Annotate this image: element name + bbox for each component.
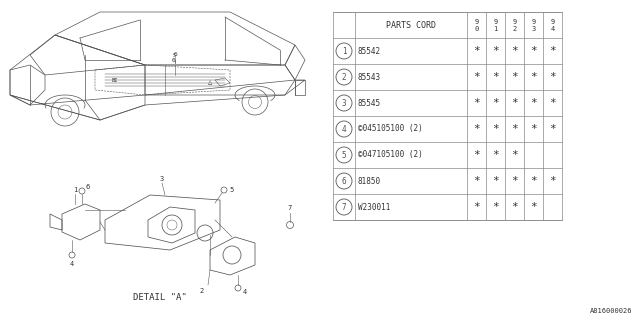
Text: S: S <box>173 53 175 58</box>
Text: 4: 4 <box>342 124 346 133</box>
Text: *: * <box>511 150 518 160</box>
Text: ©045105100 (2): ©045105100 (2) <box>358 124 423 133</box>
Text: 9: 9 <box>531 19 536 25</box>
Text: 3: 3 <box>342 99 346 108</box>
Text: *: * <box>473 150 480 160</box>
Text: *: * <box>511 176 518 186</box>
Text: *: * <box>530 124 537 134</box>
Text: 1: 1 <box>493 26 498 32</box>
Text: *: * <box>530 176 537 186</box>
Circle shape <box>336 43 352 59</box>
Text: *: * <box>530 98 537 108</box>
Text: *: * <box>492 46 499 56</box>
Text: *: * <box>511 124 518 134</box>
Text: *: * <box>473 98 480 108</box>
Text: PARTS CORD: PARTS CORD <box>386 20 436 29</box>
Circle shape <box>336 95 352 111</box>
Text: 5: 5 <box>342 150 346 159</box>
Text: *: * <box>473 176 480 186</box>
Text: 9: 9 <box>474 19 479 25</box>
Circle shape <box>336 69 352 85</box>
Text: 4: 4 <box>550 26 555 32</box>
Text: 2: 2 <box>342 73 346 82</box>
Text: *: * <box>530 202 537 212</box>
Text: *: * <box>511 98 518 108</box>
Text: 85543: 85543 <box>358 73 381 82</box>
Text: *: * <box>549 124 556 134</box>
Text: 7: 7 <box>342 203 346 212</box>
Text: 7: 7 <box>288 205 292 211</box>
Text: 2: 2 <box>513 26 516 32</box>
Text: DETAIL "A": DETAIL "A" <box>133 293 187 302</box>
Text: 6: 6 <box>342 177 346 186</box>
Text: *: * <box>511 72 518 82</box>
Text: 4: 4 <box>243 289 247 295</box>
Text: *: * <box>473 202 480 212</box>
Text: 3: 3 <box>531 26 536 32</box>
Text: *: * <box>473 46 480 56</box>
Text: 6: 6 <box>86 184 90 190</box>
Text: 9: 9 <box>513 19 516 25</box>
Text: 81850: 81850 <box>358 177 381 186</box>
Text: 2: 2 <box>200 288 204 294</box>
Text: 9: 9 <box>550 19 555 25</box>
Text: BI: BI <box>112 77 118 83</box>
Text: *: * <box>492 176 499 186</box>
Text: 9: 9 <box>493 19 498 25</box>
Text: ©047105100 (2): ©047105100 (2) <box>358 150 423 159</box>
Text: 85545: 85545 <box>358 99 381 108</box>
Text: *: * <box>492 202 499 212</box>
Text: *: * <box>473 72 480 82</box>
Text: *: * <box>492 150 499 160</box>
Text: 1: 1 <box>342 46 346 55</box>
Text: A816000026: A816000026 <box>589 308 632 314</box>
Text: 4: 4 <box>70 261 74 267</box>
Text: 85542: 85542 <box>358 46 381 55</box>
Circle shape <box>336 173 352 189</box>
Text: *: * <box>549 176 556 186</box>
Text: *: * <box>511 46 518 56</box>
Text: 6: 6 <box>172 58 176 63</box>
Text: *: * <box>530 46 537 56</box>
Text: △: △ <box>208 79 212 85</box>
Text: *: * <box>549 98 556 108</box>
Text: *: * <box>492 72 499 82</box>
Text: *: * <box>511 202 518 212</box>
Circle shape <box>336 147 352 163</box>
Text: *: * <box>473 124 480 134</box>
Text: W230011: W230011 <box>358 203 390 212</box>
Text: *: * <box>492 124 499 134</box>
Text: 0: 0 <box>474 26 479 32</box>
Text: *: * <box>530 72 537 82</box>
Circle shape <box>336 121 352 137</box>
Text: 3: 3 <box>160 176 164 182</box>
Circle shape <box>336 199 352 215</box>
Text: 1: 1 <box>73 187 77 193</box>
Text: 6: 6 <box>174 52 178 58</box>
Text: 5: 5 <box>230 187 234 193</box>
Text: *: * <box>549 72 556 82</box>
Text: *: * <box>492 98 499 108</box>
Text: *: * <box>549 46 556 56</box>
